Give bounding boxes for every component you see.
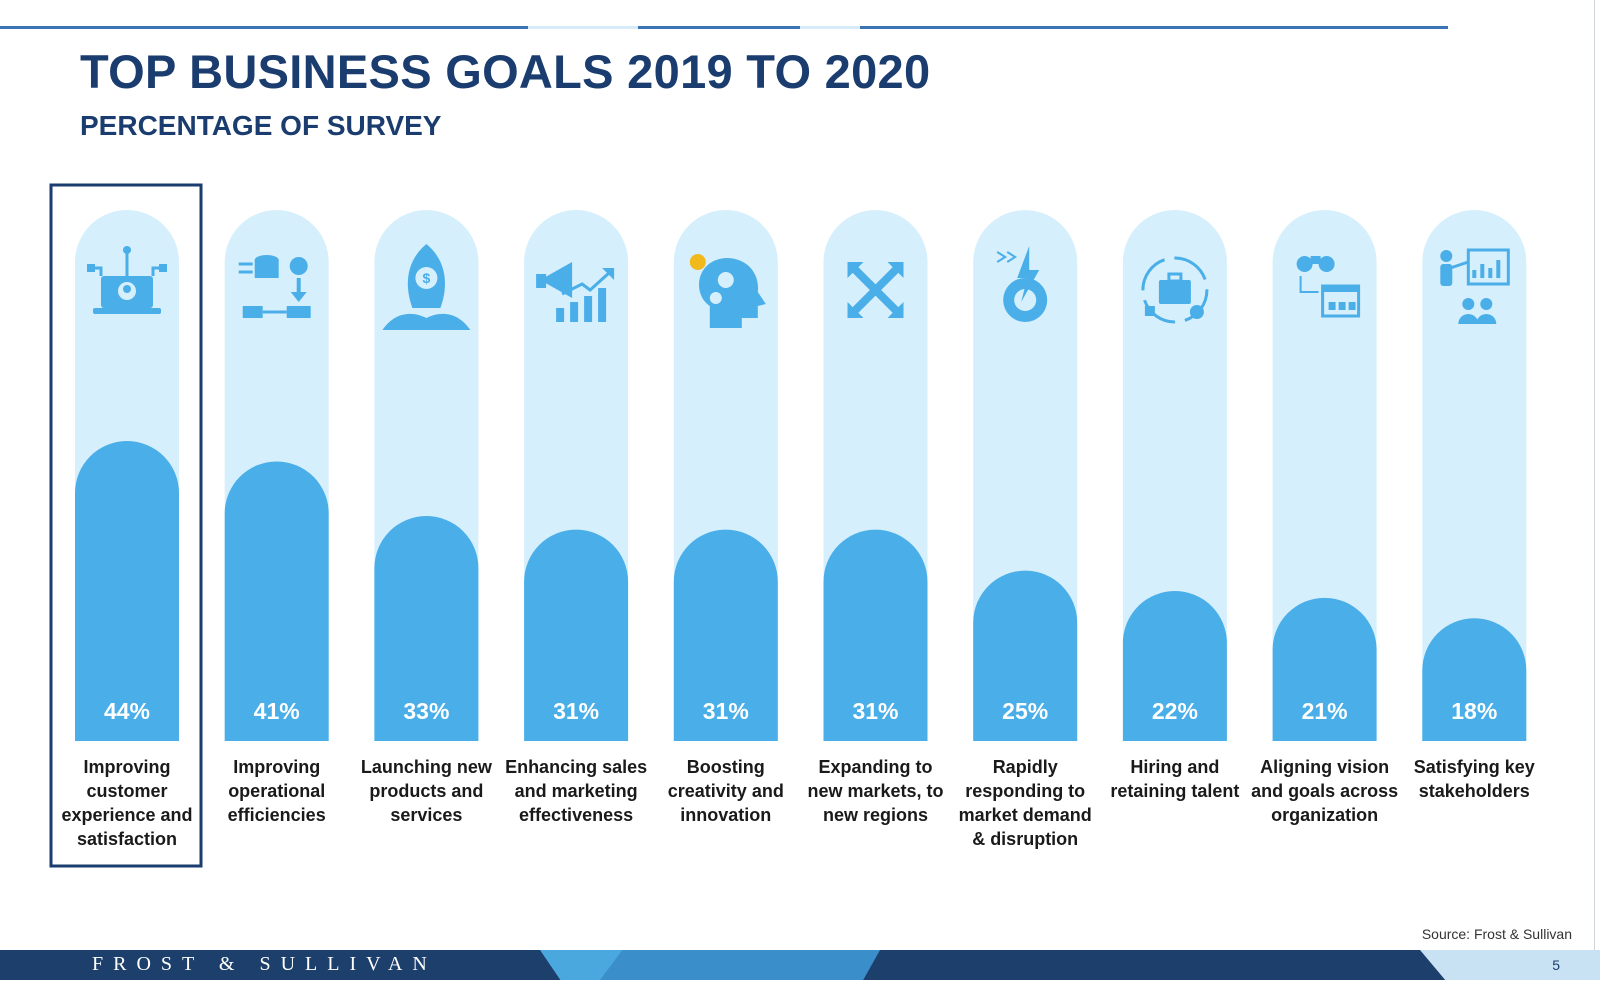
page-subtitle: PERCENTAGE OF SURVEY — [80, 110, 442, 141]
rocket-icon: $ — [382, 244, 471, 330]
data-label: 31% — [852, 698, 898, 724]
bar — [1272, 597, 1377, 741]
bar — [673, 529, 778, 741]
data-label: 31% — [553, 698, 599, 724]
bar — [823, 529, 928, 741]
bar-chart: 44% Improving customer experience and satisf… — [49, 183, 1535, 868]
head-gears-icon — [689, 254, 766, 328]
highlight-frame — [49, 183, 203, 868]
category-label: Improving customer experience and satisfact… — [61, 757, 192, 849]
data-process-icon — [238, 255, 311, 318]
binoculars-dashboard-icon — [1296, 256, 1361, 318]
data-label: 22% — [1152, 698, 1198, 724]
data-label: 25% — [1002, 698, 1048, 724]
laptop-network-icon — [87, 246, 167, 314]
category-label: Expanding to new markets, to new regions — [807, 757, 943, 825]
bar — [1422, 618, 1527, 741]
presentation-audience-icon — [1440, 248, 1510, 324]
category-label: Satisfying key stakeholders — [1414, 757, 1535, 801]
top-rule-accent — [528, 26, 638, 29]
category-label: Improving operational efficiencies — [228, 757, 326, 825]
data-label: 33% — [403, 698, 449, 724]
bar — [973, 570, 1078, 741]
expand-arrows-icon — [847, 262, 904, 318]
bar — [75, 441, 179, 741]
slide-edge — [1594, 0, 1595, 960]
data-label: 21% — [1302, 698, 1348, 724]
bar-track — [1422, 210, 1527, 741]
category-label: Aligning vision and goals across organizat… — [1251, 757, 1398, 825]
brand-logo: FROST & SULLIVAN — [92, 953, 437, 975]
data-label: 31% — [703, 698, 749, 724]
category-label: Launching new products and services — [361, 757, 493, 825]
footer-bar: FROST & SULLIVAN 5 — [0, 950, 1600, 980]
data-label: 44% — [104, 698, 150, 724]
bar — [374, 516, 479, 741]
bar — [524, 529, 629, 741]
data-label: 41% — [254, 698, 300, 724]
source-note: Source: Frost & Sullivan — [1421, 926, 1572, 942]
svg-text:$: $ — [423, 270, 431, 286]
category-label: Boosting creativity and innovation — [668, 757, 784, 825]
data-label: 18% — [1451, 698, 1497, 724]
page-title: TOP BUSINESS GOALS 2019 TO 2020 — [80, 45, 931, 98]
bar — [1122, 591, 1227, 741]
page-number: 5 — [1552, 957, 1560, 973]
top-rule — [0, 26, 1448, 29]
briefcase-cycle-icon — [1141, 256, 1209, 324]
category-label: Rapidly responding to market demand & disru… — [959, 757, 1092, 849]
top-rule-accent — [800, 26, 860, 29]
megaphone-growth-icon — [536, 262, 615, 322]
bar — [224, 461, 329, 741]
gear-lightning-icon — [996, 246, 1048, 322]
category-label: Hiring and retaining talent — [1110, 757, 1239, 801]
category-label: Enhancing sales and marketing effectivenes… — [505, 757, 647, 825]
